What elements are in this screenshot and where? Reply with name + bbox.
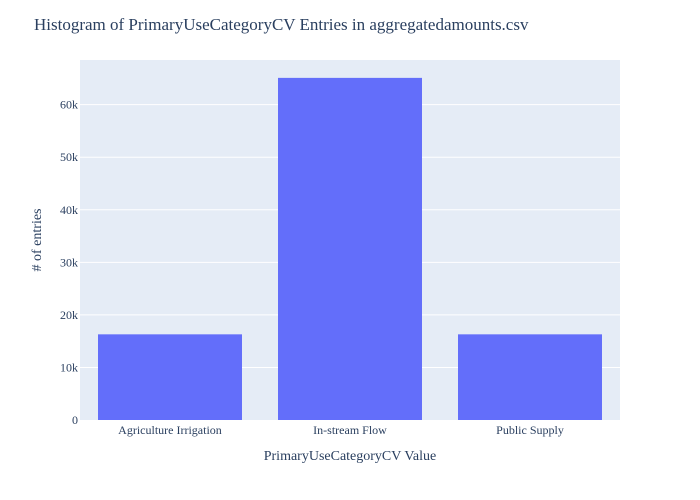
x-axis-title: PrimaryUseCategoryCV Value [264, 449, 437, 464]
y-tick-label: 0 [72, 413, 78, 427]
bar [98, 334, 242, 420]
y-tick-label: 10k [60, 360, 78, 374]
bars [98, 77, 602, 420]
bar [278, 77, 422, 420]
y-tick-label: 40k [60, 203, 78, 217]
y-tick-label: 60k [60, 98, 78, 112]
chart-title: Histogram of PrimaryUseCategoryCV Entrie… [34, 15, 529, 34]
x-tick-label: Public Supply [496, 423, 564, 437]
x-tick-label: In-stream Flow [313, 423, 387, 437]
x-tick-label: Agriculture Irrigation [118, 423, 222, 437]
bar [458, 334, 602, 420]
y-tick-label: 20k [60, 308, 78, 322]
y-axis-ticks: 0 10k 20k 30k 40k 50k 60k [60, 98, 78, 427]
y-axis-title: # of entries [30, 209, 45, 272]
y-tick-label: 30k [60, 255, 78, 269]
x-axis-ticks: Agriculture Irrigation In-stream Flow Publ… [118, 423, 564, 437]
y-tick-label: 50k [60, 150, 78, 164]
